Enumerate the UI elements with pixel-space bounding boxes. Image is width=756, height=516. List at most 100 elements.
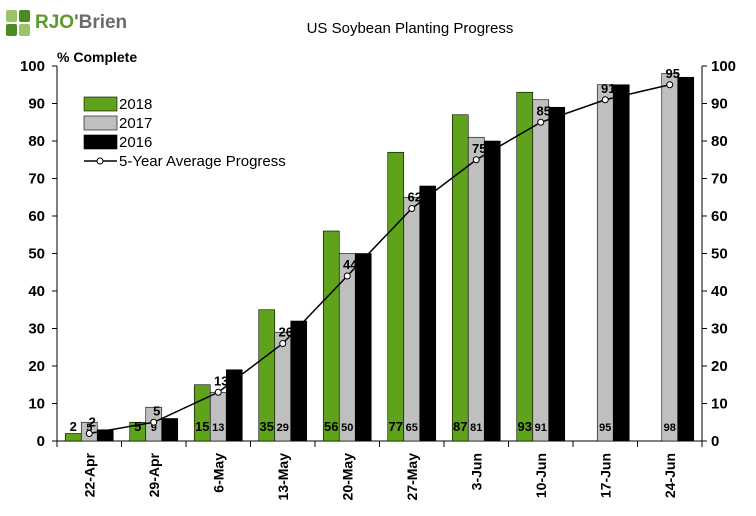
- bar-value-label-2018: 56: [324, 419, 338, 434]
- bar-2016: [96, 429, 114, 442]
- y-tick-label-left: 0: [37, 433, 45, 450]
- y-tick-label-right: 30: [711, 321, 728, 338]
- average-value-label: 13: [214, 373, 228, 388]
- bar-2018: [64, 433, 82, 442]
- logo-text-part1: RJO: [35, 12, 75, 33]
- average-point: [537, 118, 545, 126]
- average-point: [408, 205, 416, 212]
- bar-2018: [387, 151, 405, 442]
- bar-value-label-2018: 5: [134, 419, 141, 434]
- y-tick-label-left: 20: [28, 358, 45, 375]
- brand-logo: RJO'Brien: [6, 6, 127, 40]
- x-tick-label: 17-Jun: [597, 453, 613, 498]
- legend-swatch-2017: [83, 115, 118, 131]
- y-tick-label-left: 40: [28, 283, 45, 300]
- y-tick-label-right: 80: [711, 133, 728, 150]
- y-tick-label-left: 10: [28, 396, 45, 413]
- y-tick-label-left: 30: [28, 321, 45, 338]
- average-value-label: 5: [153, 403, 160, 418]
- legend-marker-average: [96, 157, 104, 165]
- bar-2018: [451, 114, 469, 442]
- x-tick-label: 29-Apr: [146, 452, 162, 497]
- bar-2017: [403, 196, 421, 442]
- x-tick-label: 10-Jun: [533, 453, 549, 498]
- average-value-label: 62: [408, 190, 422, 205]
- average-point: [150, 418, 158, 426]
- average-point: [666, 81, 674, 89]
- bar-2016: [677, 76, 695, 442]
- bar-value-label-2017: 5: [86, 422, 92, 434]
- x-tick-label: 27-May: [404, 453, 420, 501]
- legend-label-2017: 2017: [119, 115, 152, 132]
- bar-2016: [161, 418, 179, 442]
- y-tick-label-right: 40: [711, 283, 728, 300]
- average-value-label: 75: [472, 141, 486, 156]
- y-tick-label-right: 100: [711, 58, 736, 75]
- bar-value-label-2018: 77: [389, 419, 403, 434]
- y-tick-label-right: 60: [711, 208, 728, 225]
- legend: 2018 2017 2016 5-Year Average Progress: [83, 96, 286, 170]
- average-value-label: 44: [343, 257, 358, 272]
- average-point: [601, 96, 609, 104]
- bar-2016: [290, 320, 308, 442]
- bar-value-label-2018: 87: [453, 419, 467, 434]
- bar-value-label-2017: 98: [664, 422, 676, 434]
- y-tick-label-left: 70: [28, 171, 45, 188]
- y-tick-label-left: 60: [28, 208, 45, 225]
- bar-2017: [661, 73, 679, 442]
- y-tick-label-left: 90: [28, 96, 45, 113]
- bar-value-label-2017: 91: [535, 422, 547, 434]
- bar-2016: [612, 84, 630, 442]
- bar-value-label-2017: 29: [277, 422, 289, 434]
- bar-2016: [225, 369, 243, 442]
- y-tick-label-right: 20: [711, 358, 728, 375]
- legend-swatch-2016: [83, 134, 118, 150]
- bar-value-label-2017: 65: [406, 422, 418, 434]
- bar-value-label-2017: 13: [212, 422, 224, 434]
- y-tick-label-right: 0: [711, 433, 719, 450]
- bar-2017: [532, 99, 550, 442]
- bar-value-label-2017: 9: [151, 422, 157, 434]
- average-point: [343, 272, 351, 280]
- y-tick-label-right: 70: [711, 171, 728, 188]
- bar-value-label-2017: 50: [341, 422, 353, 434]
- y-axis-label: % Complete: [57, 49, 137, 65]
- chart-title: US Soybean Planting Progress: [307, 20, 514, 37]
- y-tick-label-right: 10: [711, 396, 728, 413]
- average-value-label: 91: [601, 81, 615, 96]
- x-tick-label: 13-May: [275, 453, 291, 501]
- logo-text: RJO'Brien: [35, 12, 127, 34]
- bar-value-label-2018: 2: [70, 419, 77, 434]
- average-point: [85, 430, 93, 437]
- x-tick-label: 22-Apr: [81, 452, 97, 497]
- bar-2017: [467, 136, 485, 442]
- bar-value-label-2018: 15: [195, 419, 209, 434]
- y-tick-label-left: 100: [20, 58, 45, 75]
- bar-value-label-2017: 95: [599, 422, 611, 434]
- x-tick-label: 24-Jun: [662, 453, 678, 498]
- y-tick-label-left: 80: [28, 133, 45, 150]
- average-value-label: 26: [279, 325, 293, 340]
- bar-2016: [483, 140, 501, 442]
- average-value-label: 95: [666, 66, 680, 81]
- average-value-label: 2: [89, 415, 96, 430]
- bar-value-label-2018: 35: [260, 419, 274, 434]
- average-line: [89, 84, 670, 435]
- bar-value-label-2018: 93: [518, 419, 532, 434]
- legend-swatch-2018: [83, 96, 118, 112]
- bar-2018: [516, 91, 534, 442]
- legend-label-2018: 2018: [119, 96, 152, 113]
- average-point: [472, 156, 480, 164]
- bar-2016: [548, 106, 566, 442]
- average-point: [279, 340, 287, 347]
- bar-value-label-2017: 81: [470, 422, 482, 434]
- y-tick-label-right: 90: [711, 96, 728, 113]
- bar-2016: [354, 253, 372, 442]
- x-tick-label: 6-May: [210, 453, 226, 493]
- logo-text-part2: 'Brien: [74, 12, 128, 33]
- plot-area: 0 0 10 10 20 20 30 30 40 40 50 50 60 60 70 70 80 80 90 90 10…: [20, 58, 736, 500]
- bar-2018: [322, 230, 340, 442]
- legend-label-average: 5-Year Average Progress: [119, 153, 286, 170]
- x-tick-label: 20-May: [339, 453, 355, 501]
